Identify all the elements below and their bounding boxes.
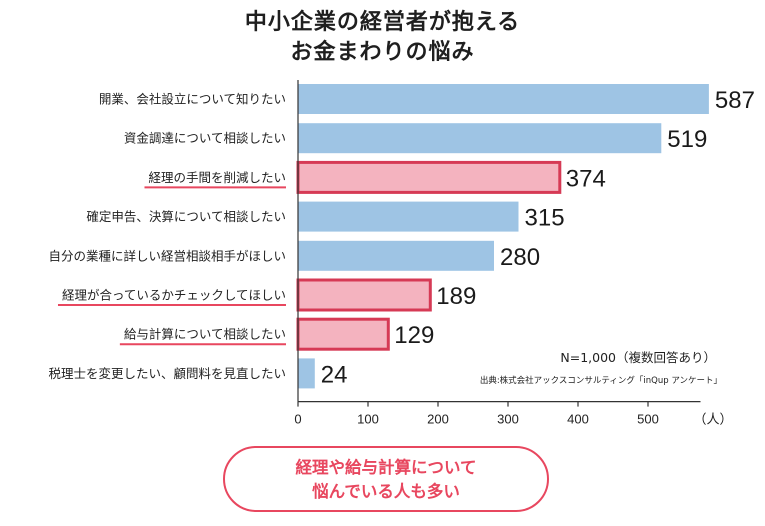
callout-box: 経理や給与計算について 悩んでいる人も多い xyxy=(223,446,549,512)
category-label: 確定申告、決算について相談したい xyxy=(86,209,286,224)
x-tick-label: 100 xyxy=(357,412,379,427)
value-label: 189 xyxy=(436,283,476,310)
value-label: 587 xyxy=(715,87,755,114)
x-tick-label: 300 xyxy=(497,412,519,427)
bar-highlighted xyxy=(296,317,390,351)
bar xyxy=(298,358,315,389)
value-label: 129 xyxy=(394,322,434,349)
x-tick-label: 400 xyxy=(567,412,589,427)
callout-line2: 悩んでいる人も多い xyxy=(312,482,460,501)
x-tick-label: 200 xyxy=(427,412,449,427)
category-label: 税理士を変更したい、顧問料を見直したい xyxy=(48,366,286,381)
category-label: 自分の業種に詳しい経営相談相手がほしい xyxy=(48,248,286,263)
chart-title-line1: 中小企業の経営者が抱える xyxy=(244,10,521,35)
value-label: 374 xyxy=(566,165,606,192)
sample-size-note: N=1,000（複数回答あり） xyxy=(560,350,716,365)
bar xyxy=(298,201,519,232)
category-label: 経理が合っているかチェックしてほしい xyxy=(62,288,286,303)
value-label: 315 xyxy=(525,205,565,232)
category-label: 開業、会社設立について知りたい xyxy=(99,92,286,107)
bar xyxy=(298,240,494,271)
source-note: 出典:株式会社アックスコンサルティング「inQup アンケート」 xyxy=(480,375,722,386)
bar-highlighted xyxy=(296,160,562,194)
bar xyxy=(298,123,662,154)
bar-highlighted xyxy=(296,278,432,312)
category-label: 給与計算について相談したい xyxy=(124,327,286,342)
x-tick-label: 500 xyxy=(637,412,659,427)
x-unit-label: （人） xyxy=(693,412,732,427)
value-label: 519 xyxy=(667,126,707,153)
bar xyxy=(298,84,709,114)
callout-line1: 経理や給与計算について xyxy=(295,458,477,477)
x-tick-label: 0 xyxy=(294,412,301,427)
chart-title-line2: お金まわりの悩み xyxy=(290,40,475,65)
value-label: 280 xyxy=(500,244,540,271)
category-label: 資金調達について相談したい xyxy=(124,131,286,146)
category-label: 経理の手間を削減したい xyxy=(148,170,286,185)
value-label: 24 xyxy=(321,361,348,388)
